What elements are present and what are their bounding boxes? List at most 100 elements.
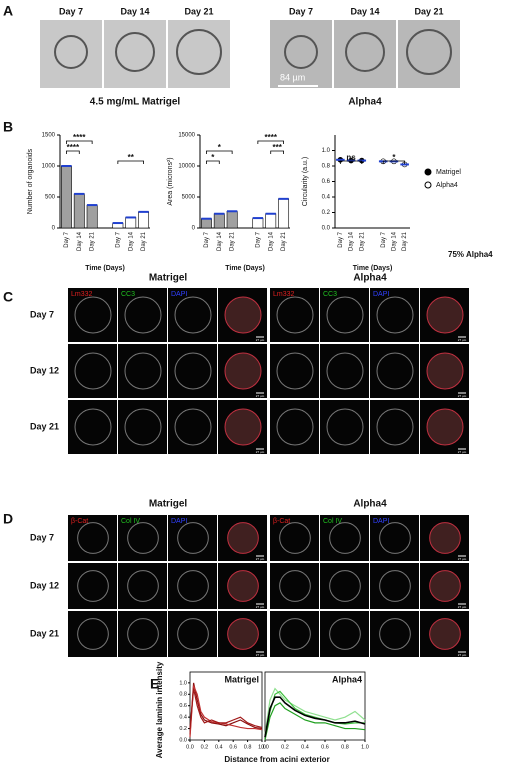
y-tick-label: 15000 (178, 133, 195, 139)
x-tick-label: Day 7 (204, 231, 210, 247)
x-tick-label: 0.4 (301, 744, 309, 750)
group-caption: Alpha4 (348, 97, 382, 108)
group-header: Alpha4 (353, 499, 387, 510)
row-label: Day 21 (30, 421, 59, 431)
significance-bracket (66, 150, 80, 154)
cell-outline (174, 352, 212, 390)
y-tick-label: 5000 (182, 195, 196, 201)
group-header: Alpha4 (353, 273, 387, 284)
plot-title: Matrigel (224, 674, 259, 684)
significance: ** (128, 153, 135, 162)
content: Day 7 Day 14 Day 21 Day 7 Day 14 Day 21 84 µm 0… (27, 6, 469, 764)
micrograph (270, 20, 332, 88)
micrograph (168, 611, 217, 657)
significance: ns (346, 153, 356, 162)
bar (265, 213, 277, 229)
cell-outline (276, 296, 314, 334)
cell-outline (77, 618, 109, 650)
x-tick-label: 0.0 (261, 744, 269, 750)
x-tick-label: 0.6 (229, 744, 237, 750)
cell-outline (227, 618, 259, 650)
legend-label: Alpha4 (436, 182, 458, 189)
plot-title: Alpha4 (332, 674, 362, 684)
cell-outline (74, 296, 112, 334)
panel-label: C (3, 289, 13, 305)
cell-outline (174, 408, 212, 446)
scale-label: 27 µm (458, 450, 467, 454)
bar (200, 218, 212, 229)
x-tick-label: Day 14 (217, 231, 223, 251)
micrograph (40, 20, 102, 88)
cell-outline (426, 352, 464, 390)
row-label: Day 12 (30, 580, 59, 590)
panel-label: E (150, 676, 159, 692)
x-tick-label: 0.8 (341, 744, 349, 750)
cell-outline (224, 296, 262, 334)
cell-outline (127, 570, 159, 602)
cell-outline (376, 408, 414, 446)
day-label: Day 21 (414, 6, 443, 16)
scale-label: 27 µm (256, 557, 265, 561)
panel-label: A (3, 3, 13, 19)
channel-label: DAPI (171, 518, 187, 525)
significance: * (218, 143, 222, 152)
cell-outline (177, 618, 209, 650)
bar (226, 210, 238, 229)
channel-label: β-Cat (273, 518, 290, 525)
day-label: Day 7 (289, 6, 313, 16)
bar (252, 217, 264, 229)
channel-label: CC3 (121, 291, 135, 298)
bar (278, 198, 290, 229)
scale-label: 27 µm (458, 338, 467, 342)
x-tick-label: 0.0 (186, 744, 194, 750)
row-label: Day 7 (30, 309, 54, 319)
cell-outline (429, 570, 461, 602)
micrograph (398, 20, 460, 88)
day-label: Day 14 (350, 6, 379, 16)
cell-outline (376, 296, 414, 334)
y-tick-label: 0.0 (179, 737, 187, 743)
significance-bracket (206, 150, 233, 154)
y-tick-label: 0 (52, 226, 56, 232)
cell-outline (127, 618, 159, 650)
x-tick-label: Day 21 (402, 231, 408, 251)
profile-line (189, 682, 263, 735)
channel-label: Col IV (323, 518, 342, 525)
cell-outline (326, 408, 364, 446)
micrograph (370, 563, 419, 609)
profile-line (264, 696, 366, 738)
scale-label: 27 µm (458, 653, 467, 657)
significance-bracket (117, 160, 144, 164)
y-tick-label: 1000 (42, 164, 56, 170)
bar (138, 211, 150, 229)
cell-outline (329, 522, 361, 554)
y-axis-label: Circularity (a.u.) (302, 157, 309, 206)
cell-outline (429, 618, 461, 650)
x-tick-label: Day 7 (255, 231, 261, 247)
scale-label: 27 µm (458, 605, 467, 609)
channel-label: CC3 (323, 291, 337, 298)
y-tick-label: 0.4 (322, 195, 331, 201)
y-tick-label: 10000 (178, 164, 195, 170)
micrograph (334, 20, 396, 88)
cell-outline (379, 522, 411, 554)
micrograph (320, 563, 369, 609)
x-tick-label: Day 21 (281, 231, 287, 251)
channel-label: DAPI (373, 291, 389, 298)
cell-outline (379, 618, 411, 650)
y-tick-label: 0.2 (322, 210, 331, 216)
significance-bracket (206, 160, 220, 164)
micrograph (118, 563, 167, 609)
y-tick-label: 0.6 (322, 179, 331, 185)
organoid (345, 32, 385, 72)
channel-label: DAPI (373, 518, 389, 525)
scale-label: 27 µm (256, 338, 265, 342)
cell-outline (429, 522, 461, 554)
row-label: Day 12 (30, 365, 59, 375)
significance-bracket (339, 160, 363, 164)
y-axis-label: Number of organoids (27, 148, 34, 214)
channel-label: Lm332 (71, 291, 93, 298)
bar (213, 213, 225, 229)
micrograph (168, 20, 230, 88)
